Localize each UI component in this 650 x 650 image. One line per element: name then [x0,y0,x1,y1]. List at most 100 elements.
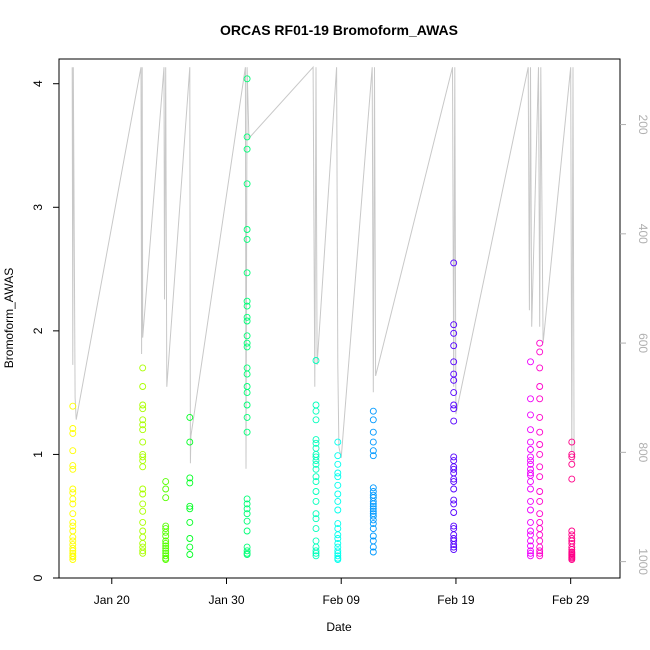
data-point [450,500,458,508]
data-point [243,517,251,525]
data-point [536,473,544,481]
data-point [369,497,377,505]
data-point [243,527,251,535]
y-tick-label: 1 [31,451,45,458]
data-point [450,496,458,504]
data-point [334,547,342,555]
data-point [139,547,147,555]
data-point [527,537,534,545]
data-point [369,520,377,528]
data-point [527,469,534,477]
data-point [243,364,251,372]
data-point [186,413,194,421]
data-point [312,547,320,555]
data-point [243,428,251,436]
data-point [162,537,170,545]
data-point [536,537,544,545]
data-point [243,500,251,508]
data-point [450,465,458,473]
data-point [312,552,320,560]
data-point [450,485,458,493]
series-rf11 [536,339,544,560]
data-point [536,441,544,448]
x-axis-label: Date [326,620,352,634]
data-point [369,452,377,460]
data-point [69,495,77,503]
data-point [369,512,377,520]
data-point [450,469,458,477]
data-point [369,500,377,508]
data-point [334,438,342,446]
series-rf07 [334,438,342,563]
series-rf05 [243,75,251,558]
data-point [369,548,377,556]
data-point [69,556,77,563]
data-point [568,556,576,563]
data-point [536,450,544,458]
data-points-layer [69,75,576,563]
data-point [450,389,458,397]
data-point [450,376,458,384]
data-point [312,416,320,424]
y-tick-label: 4 [31,80,45,87]
data-point [139,401,147,409]
data-point [186,551,194,558]
data-point [334,497,342,505]
data-point [536,552,544,560]
data-point [334,506,342,514]
data-point [369,532,377,540]
data-point [243,339,251,347]
data-point [243,343,251,351]
data-point [243,332,251,340]
data-point [186,543,194,551]
data-point [139,507,147,515]
data-point [527,549,534,557]
data-point [69,425,77,432]
pressure-track-layer [71,65,575,469]
data-point [450,541,458,549]
data-point [369,416,377,424]
data-point [527,438,534,446]
data-point [527,547,534,555]
data-point [536,497,544,505]
data-point [243,269,251,277]
data-point [243,389,251,397]
data-point [568,475,576,483]
data-point [139,485,147,493]
data-point [369,516,377,524]
data-point [139,383,147,390]
data-point [527,457,534,465]
data-point [527,395,534,403]
data-point [162,528,170,536]
data-point [369,484,377,492]
data-point [162,552,170,560]
data-point [139,405,147,413]
data-point [568,438,576,446]
data-point [312,473,320,481]
data-point [536,364,544,372]
data-point [139,463,147,471]
data-point [369,407,377,415]
y-tick-label: 0 [31,574,45,581]
data-point [162,478,170,486]
data-point [450,522,458,530]
data-point [527,426,534,434]
data-point [527,531,534,539]
data-point [334,552,342,560]
plot-frame [58,58,621,579]
y-tick-label: 3 [31,204,45,211]
data-point [527,453,534,461]
data-point [186,502,194,510]
data-point [450,342,458,350]
data-point [527,411,534,419]
data-point [536,510,544,518]
series-rf04 [186,413,194,558]
data-point [369,438,377,446]
data-point [369,507,377,515]
data-point [312,401,320,409]
right-tick-label: 600 [636,333,650,353]
right-tick-label: 400 [636,224,650,244]
data-point [243,551,251,558]
x-tick-label: Jan 20 [94,593,130,607]
data-point [450,546,458,554]
